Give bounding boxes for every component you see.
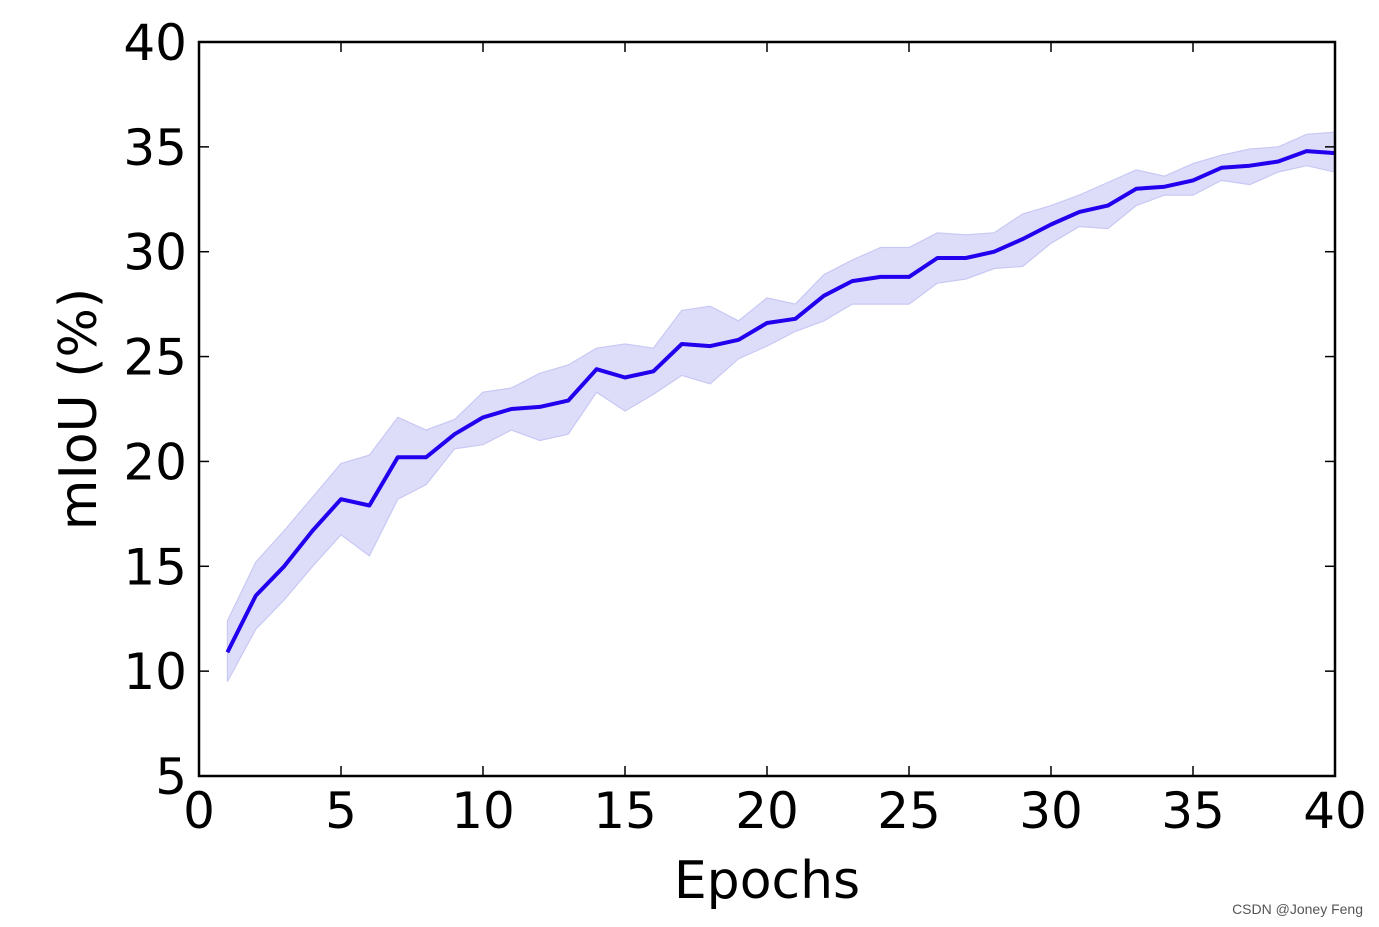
y-tick-label: 10 xyxy=(123,643,187,701)
x-tick-label: 35 xyxy=(1161,782,1225,840)
y-tick-label: 30 xyxy=(123,224,187,282)
y-tick-label: 5 xyxy=(155,748,187,806)
confidence-band-layer xyxy=(226,131,1336,682)
x-tick-label: 40 xyxy=(1303,782,1367,840)
x-tick-label: 15 xyxy=(593,782,657,840)
x-tick-label: 30 xyxy=(1019,782,1083,840)
x-axis-label: Epochs xyxy=(674,851,860,911)
y-axis-label: mIoU (%) xyxy=(49,288,109,530)
x-tick-label: 0 xyxy=(183,782,215,840)
y-tick-label: 40 xyxy=(123,14,187,72)
series-line-layer xyxy=(225,149,1336,654)
x-tick-label: 25 xyxy=(877,782,941,840)
confidence-band xyxy=(226,131,1336,682)
y-tick-label: 20 xyxy=(123,433,187,491)
y-tick-label: 35 xyxy=(123,119,187,177)
series-line xyxy=(225,149,1336,654)
x-tick-label: 10 xyxy=(451,782,515,840)
watermark: CSDN @Joney Feng xyxy=(1232,901,1363,917)
x-tick-label: 5 xyxy=(325,782,357,840)
plot-frame xyxy=(197,40,1337,778)
y-tick-label: 25 xyxy=(123,329,187,387)
y-tick-label: 15 xyxy=(123,538,187,596)
x-tick-label: 20 xyxy=(735,782,799,840)
